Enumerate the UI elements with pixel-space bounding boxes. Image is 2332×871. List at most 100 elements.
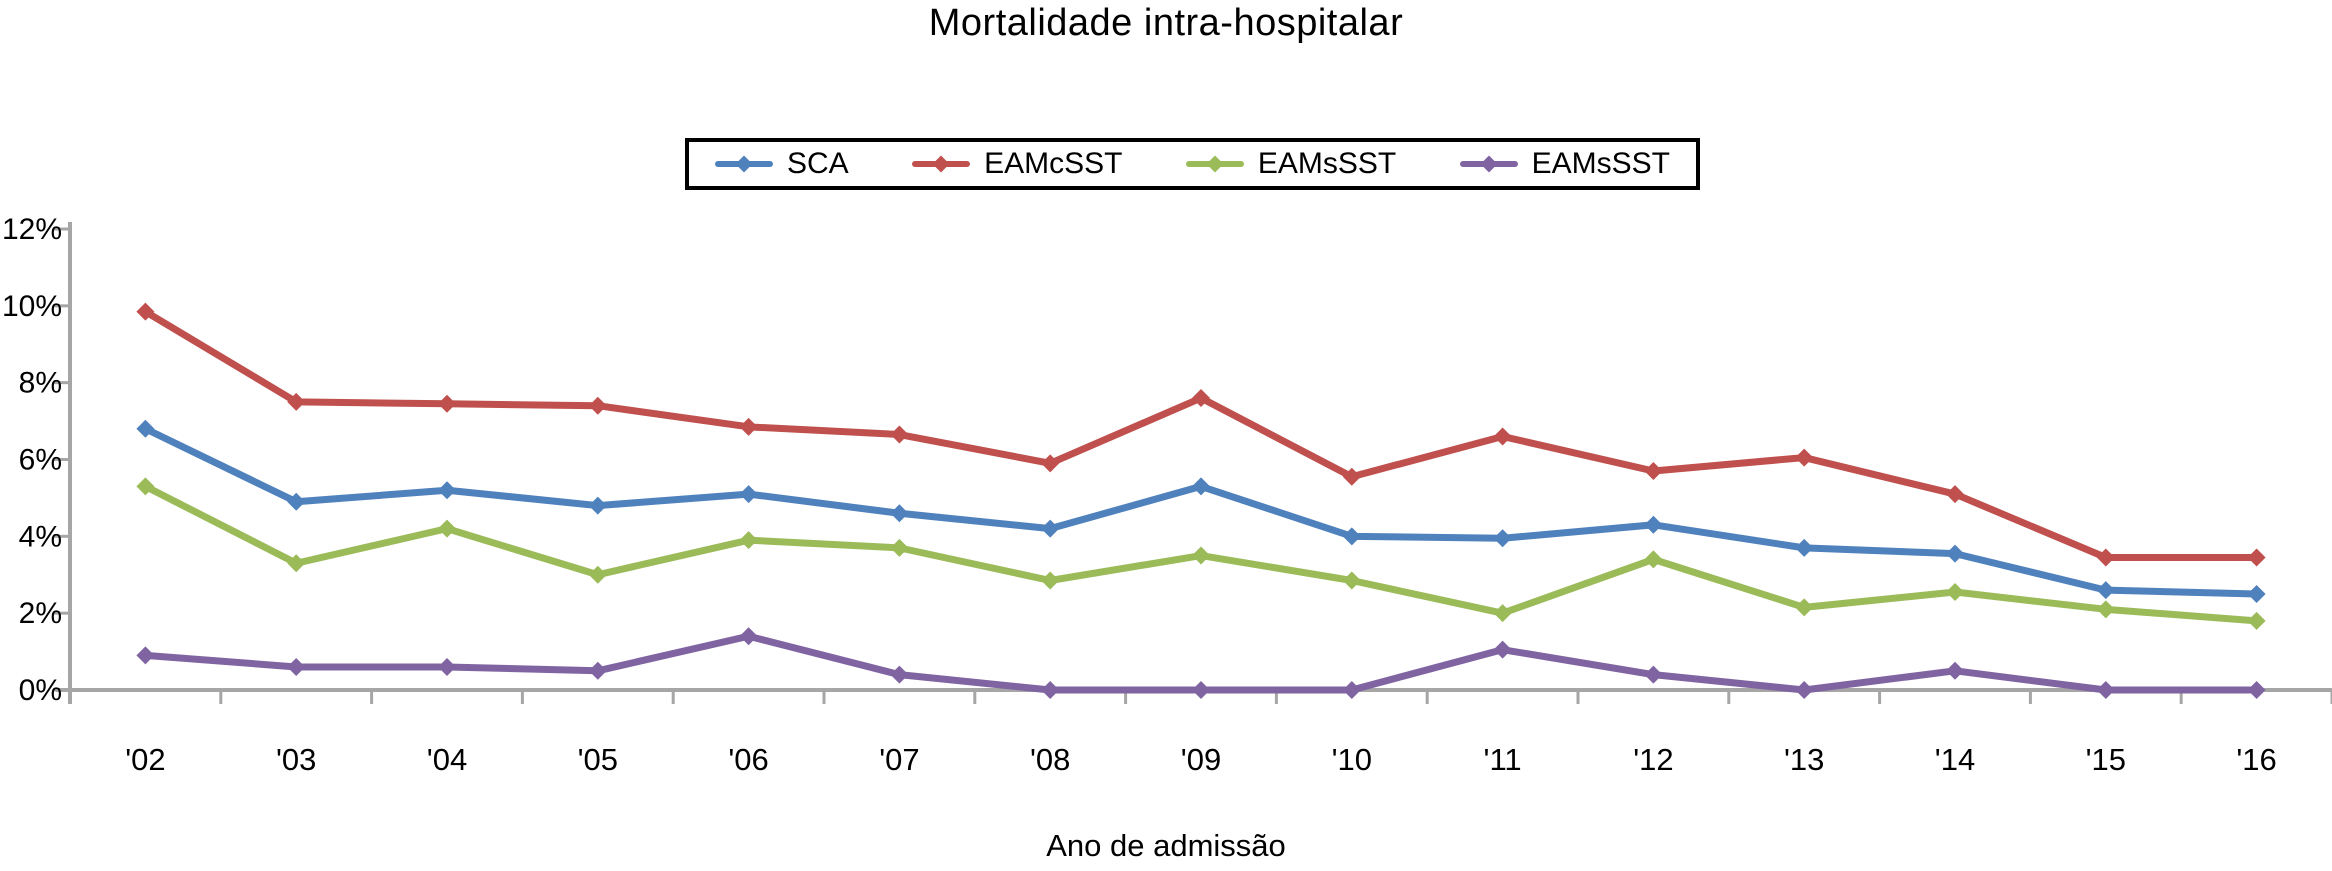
x-tick-label: '03 (276, 742, 316, 777)
data-point-diamond-icon (136, 477, 155, 496)
legend-item-sca: SCA (715, 147, 849, 181)
data-point-diamond-icon (2096, 681, 2115, 699)
data-point-diamond-icon (1644, 665, 1663, 684)
data-point-diamond-icon (1041, 519, 1060, 538)
data-point-diamond-icon (739, 627, 758, 646)
data-point-diamond-icon (739, 531, 758, 550)
data-point-diamond-icon (1192, 546, 1210, 565)
legend-label: EAMsSST (1257, 147, 1397, 180)
data-point-diamond-icon (1493, 427, 1512, 446)
data-point-diamond-icon (1192, 681, 1210, 699)
y-tick-label: 2% (19, 597, 62, 630)
y-tick-label: 10% (2, 290, 62, 323)
x-tick-label: '08 (1030, 742, 1070, 777)
data-point-diamond-icon (739, 417, 758, 436)
data-point-diamond-icon (1192, 389, 1210, 408)
data-point-diamond-icon (287, 554, 306, 573)
y-tick-label: 0% (19, 674, 62, 707)
data-point-diamond-icon (1192, 477, 1210, 496)
x-tick-label: '05 (578, 742, 618, 777)
x-tick-label: '13 (1784, 742, 1824, 777)
x-tick-label: '09 (1181, 742, 1221, 777)
data-point-diamond-icon (287, 657, 306, 676)
x-tick-label: '16 (2236, 742, 2276, 777)
x-tick-label: '06 (728, 742, 768, 777)
data-point-diamond-icon (1946, 661, 1964, 680)
data-point-diamond-icon (2247, 611, 2266, 630)
data-point-diamond-icon (1795, 448, 1814, 467)
data-point-diamond-icon (2096, 600, 2115, 619)
legend-line-marker-icon (1459, 155, 1518, 173)
legend-label: EAMcSST (984, 147, 1123, 180)
data-point-diamond-icon (2247, 548, 2266, 567)
x-tick-label: '07 (879, 742, 919, 777)
data-point-diamond-icon (2096, 548, 2115, 567)
data-point-diamond-icon (1342, 681, 1361, 699)
x-tick-label: '02 (125, 742, 165, 777)
data-point-diamond-icon (1493, 529, 1512, 548)
y-tick-label: 12% (2, 213, 62, 246)
x-tick-label: '04 (427, 742, 467, 777)
data-point-diamond-icon (1493, 640, 1512, 659)
data-point-diamond-icon (287, 392, 306, 411)
data-point-diamond-icon (438, 394, 456, 413)
data-point-diamond-icon (1644, 515, 1663, 534)
data-point-diamond-icon (1946, 544, 1964, 563)
legend-label: EAMsSST (1531, 147, 1670, 180)
data-point-diamond-icon (2247, 584, 2266, 603)
data-point-diamond-icon (1795, 598, 1814, 617)
data-point-diamond-icon (739, 485, 758, 504)
x-axis-title: Ano de admissão (1046, 828, 1286, 863)
data-point-diamond-icon (588, 396, 607, 415)
data-point-diamond-icon (136, 646, 155, 665)
data-point-diamond-icon (1946, 583, 1964, 602)
data-point-diamond-icon (588, 661, 607, 680)
data-point-diamond-icon (136, 302, 155, 321)
data-point-diamond-icon (1342, 467, 1361, 486)
legend-line-marker-icon (912, 155, 971, 173)
data-point-diamond-icon (1041, 454, 1060, 473)
data-point-diamond-icon (438, 657, 456, 676)
data-point-diamond-icon (890, 425, 909, 444)
data-point-diamond-icon (890, 538, 909, 557)
data-point-diamond-icon (1342, 527, 1361, 546)
data-point-diamond-icon (2096, 581, 2115, 600)
data-point-diamond-icon (890, 504, 909, 523)
data-point-diamond-icon (1041, 681, 1060, 699)
data-point-diamond-icon (1342, 571, 1361, 590)
data-point-diamond-icon (1795, 681, 1814, 699)
series-line-0-SCA (141, 425, 2261, 598)
chart-title: Mortalidade intra-hospitalar (928, 2, 1404, 44)
data-point-diamond-icon (1493, 604, 1512, 623)
x-tick-label: '15 (2086, 742, 2126, 777)
x-tick-label: '10 (1332, 742, 1372, 777)
data-point-diamond-icon (588, 496, 607, 515)
data-point-diamond-icon (1644, 550, 1663, 569)
x-tick-label: '11 (1484, 742, 1522, 777)
data-point-diamond-icon (287, 492, 306, 511)
data-point-diamond-icon (890, 665, 909, 684)
data-point-diamond-icon (1795, 538, 1814, 557)
y-tick-label: 4% (19, 520, 62, 553)
series-line-1-EAMcSST (141, 308, 2261, 561)
x-tick-label: '14 (1935, 742, 1975, 777)
legend-item-eamssst-green: EAMsSST (1185, 147, 1397, 181)
legend-line-marker-icon (715, 155, 773, 173)
legend-item-eamssst-purple: EAMsSST (1459, 147, 1670, 181)
data-point-diamond-icon (2247, 681, 2266, 699)
y-tick-label: 6% (19, 444, 62, 477)
y-tick-label: 8% (19, 367, 62, 400)
legend-item-eamcsst: EAMcSST (912, 147, 1122, 181)
data-point-diamond-icon (1644, 462, 1663, 481)
data-point-diamond-icon (136, 419, 155, 438)
data-point-diamond-icon (438, 519, 456, 538)
legend-line-marker-icon (1185, 155, 1244, 173)
legend: SCA EAMcSST EAMsSST EAMsSST (685, 138, 1700, 190)
data-point-diamond-icon (1041, 571, 1060, 590)
x-tick-label: '12 (1633, 742, 1673, 777)
data-point-diamond-icon (1946, 485, 1964, 504)
data-point-diamond-icon (588, 565, 607, 584)
legend-label: SCA (787, 147, 849, 180)
